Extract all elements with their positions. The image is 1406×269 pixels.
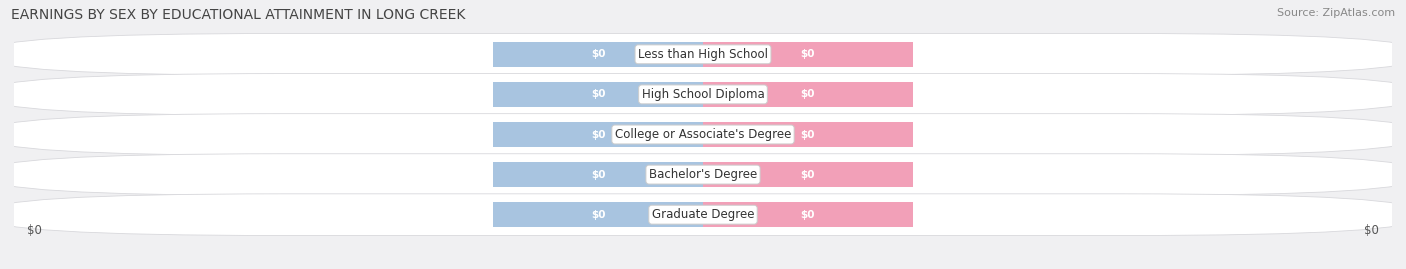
Bar: [494, 42, 703, 67]
Bar: [703, 162, 912, 187]
FancyBboxPatch shape: [0, 33, 1406, 75]
FancyBboxPatch shape: [0, 114, 1406, 155]
Text: $0: $0: [801, 49, 815, 59]
Text: $0: $0: [801, 210, 815, 220]
FancyBboxPatch shape: [0, 194, 1406, 236]
Bar: [703, 202, 912, 227]
Text: $0: $0: [27, 224, 42, 237]
Bar: [703, 42, 912, 67]
Bar: [703, 82, 912, 107]
FancyBboxPatch shape: [0, 73, 1406, 115]
Text: Graduate Degree: Graduate Degree: [652, 208, 754, 221]
Text: $0: $0: [801, 169, 815, 180]
Text: Source: ZipAtlas.com: Source: ZipAtlas.com: [1277, 8, 1395, 18]
Bar: [494, 202, 703, 227]
Text: $0: $0: [591, 49, 605, 59]
Legend: Male, Female: Male, Female: [633, 265, 773, 269]
FancyBboxPatch shape: [0, 154, 1406, 196]
Text: $0: $0: [591, 169, 605, 180]
Text: High School Diploma: High School Diploma: [641, 88, 765, 101]
Text: $0: $0: [591, 210, 605, 220]
Text: College or Associate's Degree: College or Associate's Degree: [614, 128, 792, 141]
Bar: [494, 82, 703, 107]
Text: Bachelor's Degree: Bachelor's Degree: [650, 168, 756, 181]
Bar: [703, 122, 912, 147]
Bar: [494, 162, 703, 187]
Bar: [494, 122, 703, 147]
Text: $0: $0: [591, 129, 605, 140]
Text: $0: $0: [1364, 224, 1379, 237]
Text: Less than High School: Less than High School: [638, 48, 768, 61]
Text: EARNINGS BY SEX BY EDUCATIONAL ATTAINMENT IN LONG CREEK: EARNINGS BY SEX BY EDUCATIONAL ATTAINMEN…: [11, 8, 465, 22]
Text: $0: $0: [801, 129, 815, 140]
Text: $0: $0: [801, 89, 815, 100]
Text: $0: $0: [591, 89, 605, 100]
